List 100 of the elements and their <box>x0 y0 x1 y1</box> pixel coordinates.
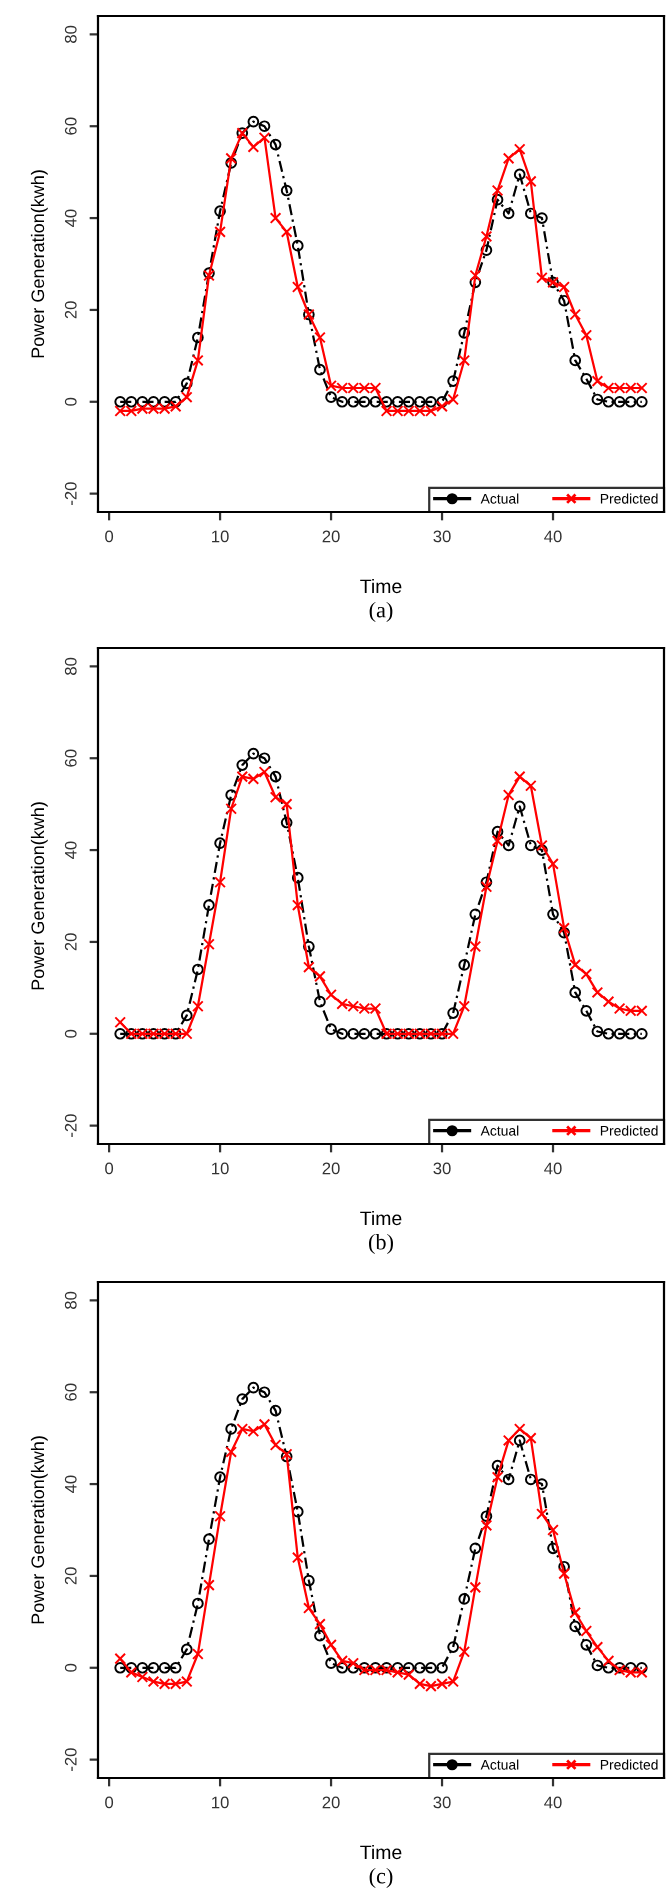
point <box>602 395 615 408</box>
point <box>569 986 582 999</box>
point <box>258 1418 271 1431</box>
point <box>447 393 459 406</box>
point <box>591 393 604 406</box>
point <box>602 1661 615 1674</box>
point <box>169 1661 182 1674</box>
point <box>591 375 604 387</box>
point <box>314 331 326 344</box>
point <box>147 395 160 408</box>
point <box>180 1009 193 1022</box>
point <box>369 395 382 408</box>
point <box>136 1661 149 1674</box>
point <box>524 175 537 188</box>
point <box>547 1524 559 1536</box>
point <box>225 157 238 169</box>
point <box>291 1551 304 1564</box>
point <box>502 789 515 801</box>
point <box>358 1027 371 1040</box>
point <box>591 986 604 999</box>
point <box>491 193 504 206</box>
point <box>192 1648 204 1660</box>
point <box>513 800 526 813</box>
point <box>580 372 593 385</box>
point <box>214 1510 226 1523</box>
point <box>502 1434 515 1447</box>
point <box>536 839 548 852</box>
x-tick-label: 40 <box>544 1796 562 1809</box>
point <box>402 1661 415 1674</box>
point <box>635 1661 648 1674</box>
point <box>336 395 348 408</box>
point <box>192 963 204 976</box>
point <box>192 1000 204 1013</box>
point <box>236 1393 249 1405</box>
point <box>258 120 271 133</box>
y-tick-label: 80 <box>64 657 77 675</box>
text: (a) <box>369 601 393 623</box>
point <box>635 1027 648 1040</box>
point <box>125 395 138 408</box>
point <box>225 1446 238 1458</box>
point <box>192 354 204 367</box>
y-tick-label: 80 <box>64 25 77 43</box>
point <box>558 926 570 939</box>
point <box>380 395 393 408</box>
point <box>547 1542 559 1555</box>
point <box>502 839 515 852</box>
y-axis-title: Power Generation(kwh) <box>30 802 48 990</box>
point <box>591 1025 604 1038</box>
point <box>635 395 648 408</box>
point <box>269 1439 282 1451</box>
point <box>613 395 626 408</box>
point <box>258 752 271 765</box>
point <box>502 152 515 165</box>
point <box>502 207 515 220</box>
point <box>314 363 326 376</box>
point <box>180 377 193 390</box>
point <box>569 1620 582 1633</box>
point <box>336 1027 348 1040</box>
y-tick-label: -20 <box>64 482 77 505</box>
y-tick-label: 80 <box>64 1291 77 1309</box>
point <box>524 779 537 792</box>
point <box>136 395 149 408</box>
point <box>425 395 437 408</box>
y-tick-label: 60 <box>64 1383 77 1401</box>
point <box>569 1606 582 1619</box>
point <box>269 1404 282 1417</box>
point <box>569 308 582 321</box>
point <box>580 1625 593 1637</box>
y-tick-label: 0 <box>64 1029 77 1038</box>
point <box>269 212 282 224</box>
point <box>258 131 271 144</box>
y-tick-label: 20 <box>64 933 77 951</box>
point <box>314 1629 326 1642</box>
point <box>558 1567 570 1580</box>
point <box>214 1471 226 1484</box>
point <box>602 995 615 1008</box>
point <box>524 207 537 220</box>
y-axis-title: Power Generation(kwh) <box>30 1436 48 1624</box>
x-tick-label: 30 <box>433 1162 451 1175</box>
point <box>469 940 482 953</box>
text: (c) <box>369 1867 393 1889</box>
point <box>491 184 504 197</box>
point <box>436 1661 448 1674</box>
point <box>458 1593 471 1605</box>
point <box>458 354 471 367</box>
point <box>569 354 582 367</box>
point <box>491 1471 504 1484</box>
point <box>414 1661 426 1674</box>
point <box>269 770 282 783</box>
point <box>391 395 404 408</box>
y-tick-label: 40 <box>64 1475 77 1493</box>
point <box>280 816 293 829</box>
point <box>502 1473 515 1486</box>
x-axis-title: Time <box>360 1844 402 1860</box>
point <box>458 1000 471 1013</box>
x-tick-label: 40 <box>544 1162 562 1175</box>
point <box>469 269 482 282</box>
point <box>524 1432 537 1444</box>
point <box>425 1661 437 1674</box>
point <box>458 327 471 339</box>
